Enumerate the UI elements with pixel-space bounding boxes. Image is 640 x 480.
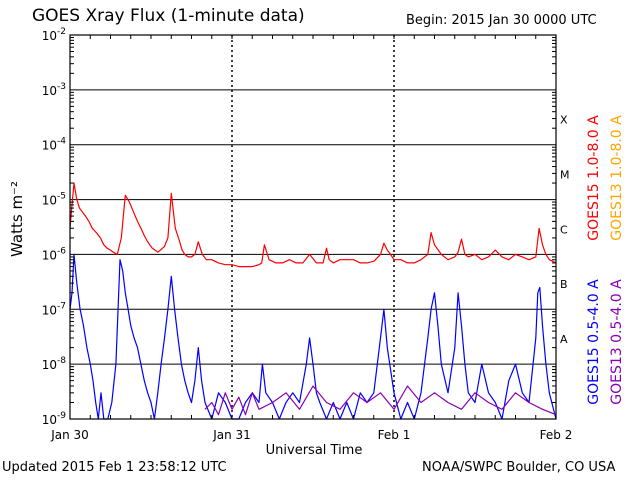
legend-entry: GOES15 0.5-4.0 A bbox=[586, 279, 602, 405]
credit-label: NOAA/SWPC Boulder, CO USA bbox=[422, 460, 616, 475]
legend-entry: GOES13 0.5-4.0 A bbox=[609, 279, 625, 405]
chart-title: GOES Xray Flux (1-minute data) bbox=[32, 6, 305, 26]
y-axis-label: Watts m⁻² bbox=[8, 181, 26, 257]
legend-entry: GOES15 1.0-8.0 A bbox=[586, 115, 602, 241]
y-tick-label: 10-8 bbox=[42, 356, 67, 372]
updated-timestamp: Updated 2015 Feb 1 23:58:12 UTC bbox=[2, 460, 227, 475]
series-line bbox=[204, 385, 557, 416]
x-tick-label: Jan 31 bbox=[212, 428, 251, 442]
axis-layer: 10-9 10-8 10-7 10-6 10-5 10-4 10-3 10-2 Jan 30 Ja… bbox=[42, 27, 573, 442]
y-tick-label: 10-6 bbox=[42, 246, 67, 262]
series-layer bbox=[69, 182, 557, 420]
flare-class-label: A bbox=[560, 333, 568, 346]
y-tick-label: 10-4 bbox=[42, 137, 67, 153]
flare-class-label: C bbox=[560, 223, 568, 236]
legend-entry: GOES13 1.0-8.0 A bbox=[609, 115, 625, 241]
y-tick-label: 10-2 bbox=[42, 27, 66, 43]
y-tick-label: 10-3 bbox=[42, 82, 66, 98]
x-tick-label: Feb 1 bbox=[378, 428, 411, 442]
x-axis-label: Universal Time bbox=[266, 443, 363, 458]
x-tick-label: Feb 2 bbox=[540, 428, 573, 442]
series-line bbox=[69, 182, 557, 268]
flare-class-label: B bbox=[560, 278, 568, 291]
x-tick-label: Jan 30 bbox=[50, 428, 89, 442]
legend: GOES15 1.0-8.0 A GOES13 1.0-8.0 A GOES15 0… bbox=[586, 115, 625, 405]
series-line bbox=[69, 253, 557, 420]
begin-time-label: Begin: 2015 Jan 30 0000 UTC bbox=[406, 13, 597, 28]
y-tick-label: 10-5 bbox=[42, 192, 66, 208]
flare-class-label: M bbox=[560, 168, 570, 181]
y-tick-label: 10-7 bbox=[42, 301, 66, 317]
y-tick-label: 10-9 bbox=[42, 411, 67, 427]
flare-class-label: X bbox=[560, 114, 568, 127]
